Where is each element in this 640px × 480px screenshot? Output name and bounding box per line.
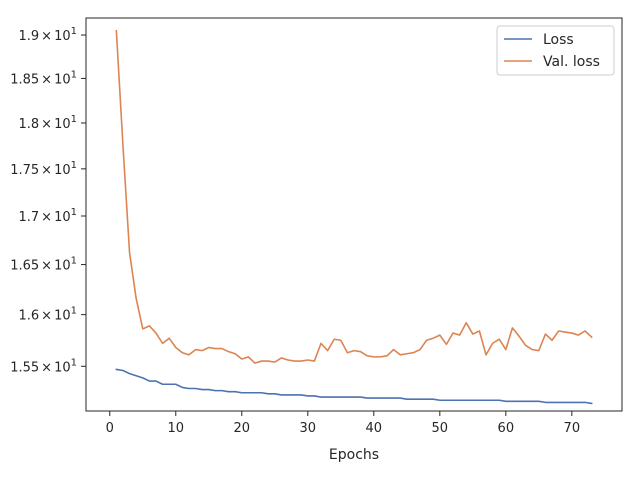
y-tick-exponent: 1 <box>71 357 77 368</box>
plot-area <box>86 18 622 411</box>
y-tick-label: 1.8 × 101 <box>18 114 77 132</box>
series-line-loss <box>115 368 593 405</box>
y-tick-times: × <box>41 72 52 87</box>
y-tick-exponent: 1 <box>71 160 77 171</box>
y-tick-label: 1.65 × 101 <box>10 256 77 274</box>
y-tick-mantissa: 1.75 <box>10 163 39 178</box>
y-tick-exponent: 1 <box>71 256 77 267</box>
y-tick-mantissa: 1.85 <box>10 72 39 87</box>
y-tick-times: × <box>41 29 52 44</box>
y-tick-mantissa: 1.6 <box>18 309 39 324</box>
x-axis-label: Epochs <box>329 447 379 463</box>
y-tick-mantissa: 1.7 <box>18 210 39 225</box>
y-tick-base: 10 <box>54 163 71 178</box>
x-tick-label: 30 <box>300 421 317 436</box>
y-tick-exponent: 1 <box>71 207 77 218</box>
y-tick-base: 10 <box>54 360 71 375</box>
y-tick-base: 10 <box>54 117 71 132</box>
y-tick-exponent: 1 <box>71 69 77 80</box>
y-tick-base: 10 <box>54 309 71 324</box>
y-tick-times: × <box>41 163 52 178</box>
y-tick-times: × <box>41 210 52 225</box>
x-tick-label: 40 <box>366 421 383 436</box>
y-tick-mantissa: 1.8 <box>18 117 39 132</box>
plot-frame <box>85 17 623 412</box>
legend: Loss Val. loss <box>496 25 615 76</box>
y-tick-times: × <box>41 117 52 132</box>
x-tick-label: 10 <box>167 421 184 436</box>
y-tick-base: 10 <box>54 72 71 87</box>
series-layer <box>115 29 593 405</box>
y-tick-times: × <box>41 309 52 324</box>
y-tick-label: 1.6 × 101 <box>18 306 77 324</box>
y-tick-mantissa: 1.55 <box>10 360 39 375</box>
x-tick-label: 20 <box>234 421 251 436</box>
x-tick-label: 50 <box>432 421 449 436</box>
x-tick-label: 70 <box>564 421 581 436</box>
y-tick-exponent: 1 <box>71 26 77 37</box>
y-tick-mantissa: 1.9 <box>18 29 39 44</box>
x-tick-label: 0 <box>106 421 114 436</box>
series-line-val-loss <box>115 29 593 364</box>
legend-label-loss: Loss <box>543 32 574 48</box>
y-tick-label: 1.85 × 101 <box>10 69 77 87</box>
y-tick-exponent: 1 <box>71 306 77 317</box>
legend-label-val-loss: Val. loss <box>543 54 600 70</box>
y-tick-base: 10 <box>54 259 71 274</box>
y-tick-label: 1.9 × 101 <box>18 26 77 44</box>
y-tick-times: × <box>41 259 52 274</box>
y-tick-label: 1.75 × 101 <box>10 160 77 178</box>
y-tick-base: 10 <box>54 210 71 225</box>
y-tick-exponent: 1 <box>71 114 77 125</box>
y-tick-mantissa: 1.65 <box>10 259 39 274</box>
x-tick-label: 60 <box>498 421 515 436</box>
y-tick-label: 1.55 × 101 <box>10 357 77 375</box>
y-tick-times: × <box>41 360 52 375</box>
y-tick-label: 1.7 × 101 <box>18 207 77 225</box>
y-tick-base: 10 <box>54 29 71 44</box>
